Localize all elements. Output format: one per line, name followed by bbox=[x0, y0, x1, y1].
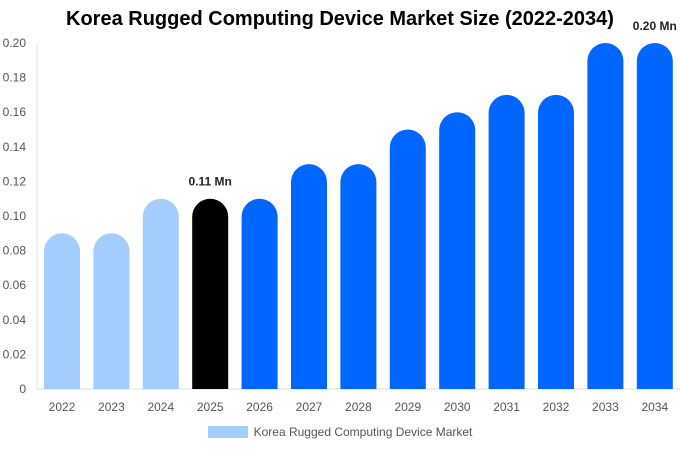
x-tick-label: 2024 bbox=[147, 400, 174, 414]
bar-2026 bbox=[241, 198, 278, 389]
x-tick-label: 2032 bbox=[543, 400, 570, 414]
legend-swatch bbox=[207, 426, 248, 438]
bar-2029 bbox=[389, 129, 426, 389]
legend: Korea Rugged Computing Device Market bbox=[0, 425, 680, 439]
data-label: 0.11 Mn bbox=[189, 175, 232, 189]
y-tick-label: 0.20 bbox=[3, 36, 27, 50]
y-tick-label: 0.12 bbox=[3, 174, 27, 188]
bar-2028 bbox=[340, 164, 377, 389]
x-tick-label: 2025 bbox=[197, 400, 224, 414]
x-tick-label: 2031 bbox=[493, 400, 520, 414]
y-tick-label: 0.14 bbox=[3, 140, 27, 154]
legend-label: Korea Rugged Computing Device Market bbox=[253, 425, 473, 439]
x-tick-label: 2029 bbox=[394, 400, 421, 414]
x-tick-label: 2030 bbox=[444, 400, 471, 414]
y-tick-label: 0.06 bbox=[3, 278, 27, 292]
data-label: 0.20 Mn bbox=[633, 19, 677, 33]
y-tick-label: 0.02 bbox=[3, 347, 27, 361]
bar-2031 bbox=[488, 94, 525, 389]
y-tick-label: 0.18 bbox=[3, 71, 27, 85]
y-tick-label: 0.04 bbox=[3, 313, 27, 327]
x-tick-label: 2028 bbox=[345, 400, 372, 414]
bar-2025 bbox=[192, 198, 229, 389]
bar-2024 bbox=[142, 198, 179, 389]
x-tick-label: 2023 bbox=[98, 400, 125, 414]
bar-2034 bbox=[636, 43, 673, 389]
chart-title: Korea Rugged Computing Device Market Siz… bbox=[66, 8, 614, 30]
bar-2032 bbox=[538, 94, 574, 389]
x-tick-label: 2034 bbox=[641, 400, 668, 414]
bar-2033 bbox=[587, 43, 624, 389]
y-tick-label: 0.08 bbox=[3, 244, 27, 258]
x-tick-label: 2026 bbox=[246, 400, 273, 414]
y-tick-label: 0.16 bbox=[3, 105, 27, 119]
x-tick-label: 2033 bbox=[592, 400, 619, 414]
bar-2027 bbox=[291, 164, 327, 389]
bar-2030 bbox=[439, 112, 476, 389]
x-tick-label: 2027 bbox=[296, 400, 323, 414]
bar-2023 bbox=[93, 233, 130, 389]
x-tick-label: 2022 bbox=[49, 400, 76, 414]
bar-2022 bbox=[44, 233, 80, 389]
y-tick-label: 0.10 bbox=[3, 209, 27, 223]
y-tick-label: 0 bbox=[19, 382, 26, 396]
